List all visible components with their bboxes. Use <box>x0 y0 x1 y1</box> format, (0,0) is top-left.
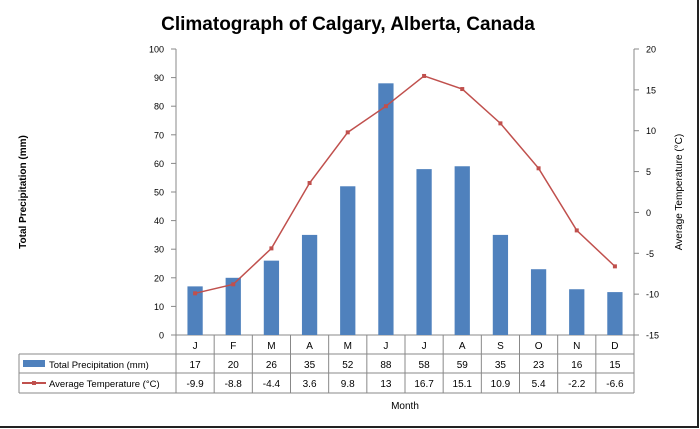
temperature-point <box>460 87 465 92</box>
y2-tick-label: -5 <box>646 249 654 259</box>
temperature-value: 15.1 <box>453 379 473 390</box>
precipitation-value: 35 <box>304 360 316 371</box>
precipitation-legend-label: Total Precipitation (mm) <box>49 360 149 371</box>
temperature-legend-marker <box>32 381 36 385</box>
precipitation-bar <box>492 234 509 335</box>
temperature-point <box>383 104 388 109</box>
y-tick-label: 0 <box>159 331 164 341</box>
y2-tick-label: 20 <box>646 45 656 55</box>
precipitation-value: 52 <box>342 360 354 371</box>
precipitation-value: 20 <box>228 360 240 371</box>
precipitation-value: 35 <box>495 360 507 371</box>
temperature-value: -9.9 <box>186 379 204 390</box>
precipitation-bar <box>530 269 547 335</box>
y2-tick-label: 5 <box>646 167 651 177</box>
temperature-value: -2.2 <box>568 379 586 390</box>
temperature-point <box>345 130 350 135</box>
precipitation-bar <box>187 286 203 335</box>
y-tick-label: 100 <box>149 45 164 55</box>
precipitation-value: 88 <box>380 360 392 371</box>
month-label: F <box>230 341 236 352</box>
temperature-value: 16.7 <box>414 379 434 390</box>
y-tick-label: 90 <box>154 73 164 83</box>
precipitation-value: 17 <box>190 360 202 371</box>
month-label: S <box>497 341 504 352</box>
temperature-point <box>269 246 274 251</box>
precipitation-bar <box>378 83 394 335</box>
y-axis-label: Total Precipitation (mm) <box>18 135 29 249</box>
precipitation-value: 15 <box>609 360 621 371</box>
temperature-point <box>498 121 503 126</box>
month-label: N <box>573 341 580 352</box>
precipitation-bar <box>569 289 585 335</box>
temperature-point <box>574 228 579 233</box>
y-tick-label: 10 <box>154 302 164 312</box>
temperature-point <box>612 264 617 269</box>
y-tick-label: 20 <box>154 273 164 283</box>
precipitation-bar <box>301 234 318 335</box>
temperature-value: 5.4 <box>532 379 546 390</box>
y2-tick-label: 0 <box>646 208 651 218</box>
precipitation-legend-key <box>23 360 45 367</box>
precipitation-bar <box>416 169 432 335</box>
precipitation-bar <box>340 186 356 335</box>
temperature-point <box>231 282 236 287</box>
temperature-point <box>307 181 312 186</box>
chart-title: Climatograph of Calgary, Alberta, Canada <box>161 14 535 35</box>
y2-tick-label: -15 <box>646 331 659 341</box>
precipitation-bar <box>454 166 470 335</box>
temperature-value: -6.6 <box>606 379 624 390</box>
x-axis-label: Month <box>391 401 419 412</box>
y-tick-label: 60 <box>154 159 164 169</box>
month-label: J <box>422 341 427 352</box>
month-label: A <box>459 341 466 352</box>
precipitation-bar <box>263 260 280 335</box>
temperature-value: 9.8 <box>341 379 355 390</box>
temperature-point <box>536 166 541 171</box>
temperature-value: -8.8 <box>225 379 243 390</box>
month-label: O <box>535 341 543 352</box>
precipitation-value: 59 <box>457 360 469 371</box>
month-label: A <box>306 341 313 352</box>
month-label: J <box>193 341 198 352</box>
temperature-value: 13 <box>380 379 392 390</box>
y-tick-label: 50 <box>154 188 164 198</box>
y2-tick-label: 15 <box>646 85 656 95</box>
precipitation-value: 58 <box>419 360 431 371</box>
y-tick-label: 80 <box>154 102 164 112</box>
precipitation-bar <box>225 277 241 335</box>
precipitation-bar <box>607 292 623 335</box>
month-label: D <box>611 341 618 352</box>
precipitation-value: 16 <box>571 360 583 371</box>
temperature-line <box>194 75 616 295</box>
temperature-legend-label: Average Temperature (°C) <box>49 379 160 390</box>
y2-tick-label: -10 <box>646 290 659 300</box>
y-tick-label: 30 <box>154 245 164 255</box>
month-label: M <box>267 341 275 352</box>
temperature-point <box>193 291 198 296</box>
temperature-value: 3.6 <box>303 379 317 390</box>
y-tick-label: 70 <box>154 130 164 140</box>
precipitation-value: 23 <box>533 360 545 371</box>
temperature-value: -4.4 <box>263 379 281 390</box>
y2-tick-label: 10 <box>646 126 656 136</box>
y2-axis-label: Average Temperature (°C) <box>674 134 685 250</box>
precipitation-value: 26 <box>266 360 278 371</box>
y-tick-label: 40 <box>154 216 164 226</box>
temperature-point <box>422 73 427 78</box>
month-label: M <box>344 341 352 352</box>
month-label: J <box>383 341 388 352</box>
temperature-value: 10.9 <box>491 379 511 390</box>
